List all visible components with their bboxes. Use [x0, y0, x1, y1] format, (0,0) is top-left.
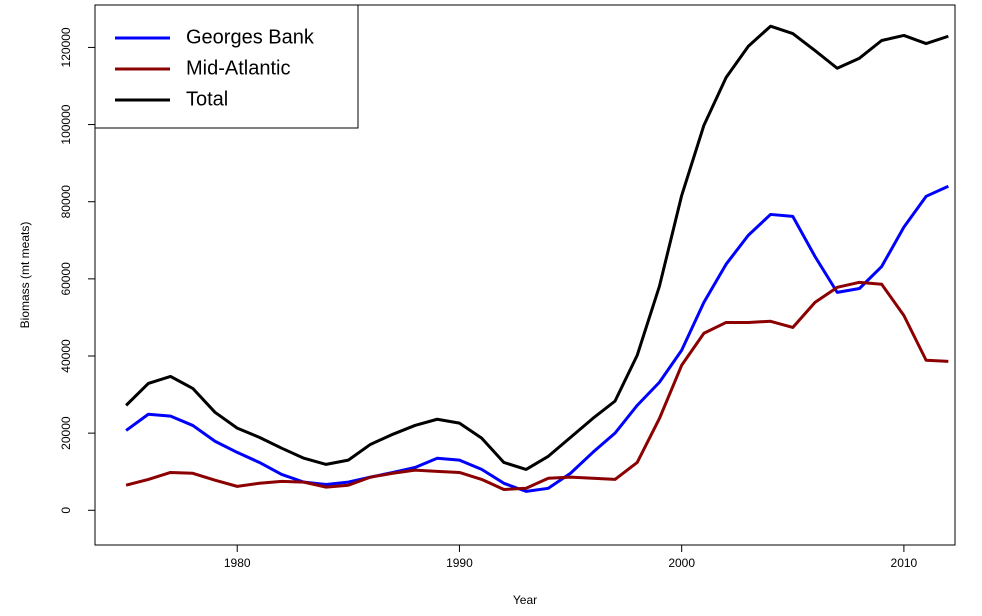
- y-tick-label: 100000: [59, 104, 73, 144]
- y-tick-label: 0: [59, 507, 73, 514]
- series-line: [125, 280, 949, 491]
- y-tick-label: 20000: [59, 416, 73, 450]
- y-tick-label: 40000: [59, 339, 73, 373]
- legend-label: Georges Bank: [186, 26, 315, 48]
- legend-label: Mid-Atlantic: [186, 57, 290, 79]
- series-line: [125, 24, 949, 471]
- y-tick-label: 60000: [59, 262, 73, 296]
- plot-frame: [94, 4, 956, 546]
- x-tick-label: 2000: [668, 556, 695, 570]
- y-axis-label: Biomass (mt meats): [18, 222, 32, 329]
- y-tick-label: 120000: [59, 27, 73, 67]
- x-tick-label: 1990: [446, 556, 473, 570]
- series-line: [125, 184, 949, 493]
- legend-label: Total: [186, 88, 228, 110]
- x-axis-label: Year: [513, 593, 537, 607]
- x-tick-label: 1980: [224, 556, 251, 570]
- x-tick-label: 2010: [891, 556, 918, 570]
- y-tick-label: 80000: [59, 185, 73, 219]
- legend-box: [94, 4, 359, 129]
